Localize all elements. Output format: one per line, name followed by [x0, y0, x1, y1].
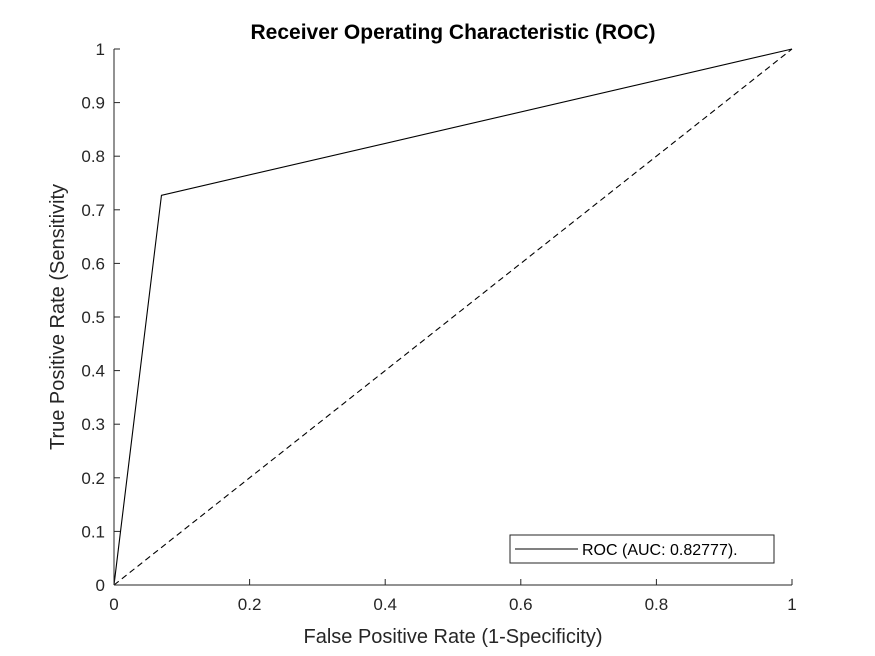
x-tick-label: 0.8	[645, 595, 669, 614]
roc-curve-line	[113, 48, 793, 586]
chart-title: Receiver Operating Characteristic (ROC)	[251, 21, 656, 44]
y-tick-label: 0.4	[81, 362, 105, 381]
y-axis-label: True Positive Rate (Sensitivity	[47, 184, 69, 450]
y-tick-label: 0.6	[81, 254, 105, 273]
x-tick-label: 1	[787, 595, 796, 614]
y-tick-label: 0.9	[81, 94, 105, 113]
x-tick-label: 0.6	[509, 595, 533, 614]
y-tick-label: 0.8	[81, 147, 105, 166]
y-tick-label: 0	[96, 576, 105, 595]
y-tick-label: 0.7	[81, 201, 105, 220]
legend: ROC (AUC: 0.82777).	[509, 534, 775, 564]
y-tick-label: 0.1	[81, 522, 105, 541]
legend-label: ROC (AUC: 0.82777).	[582, 542, 738, 559]
x-tick-label: 0.4	[373, 595, 397, 614]
x-axis-label: False Positive Rate (1-Specificity)	[304, 626, 603, 648]
series-layer	[113, 48, 793, 586]
x-tick-label: 0.2	[238, 595, 262, 614]
reference-diagonal-line	[113, 48, 793, 586]
y-ticks: 0 0.1 0.2 0.3 0.4 0.5 0.6 0.7 0.8 0.9 1	[81, 40, 120, 595]
x-ticks: 0 0.2 0.4 0.6 0.8 1	[109, 579, 797, 614]
y-tick-label: 0.5	[81, 308, 105, 327]
x-tick-label: 0	[109, 595, 118, 614]
y-tick-label: 0.2	[81, 469, 105, 488]
y-tick-label: 1	[96, 40, 105, 59]
y-tick-label: 0.3	[81, 415, 105, 434]
